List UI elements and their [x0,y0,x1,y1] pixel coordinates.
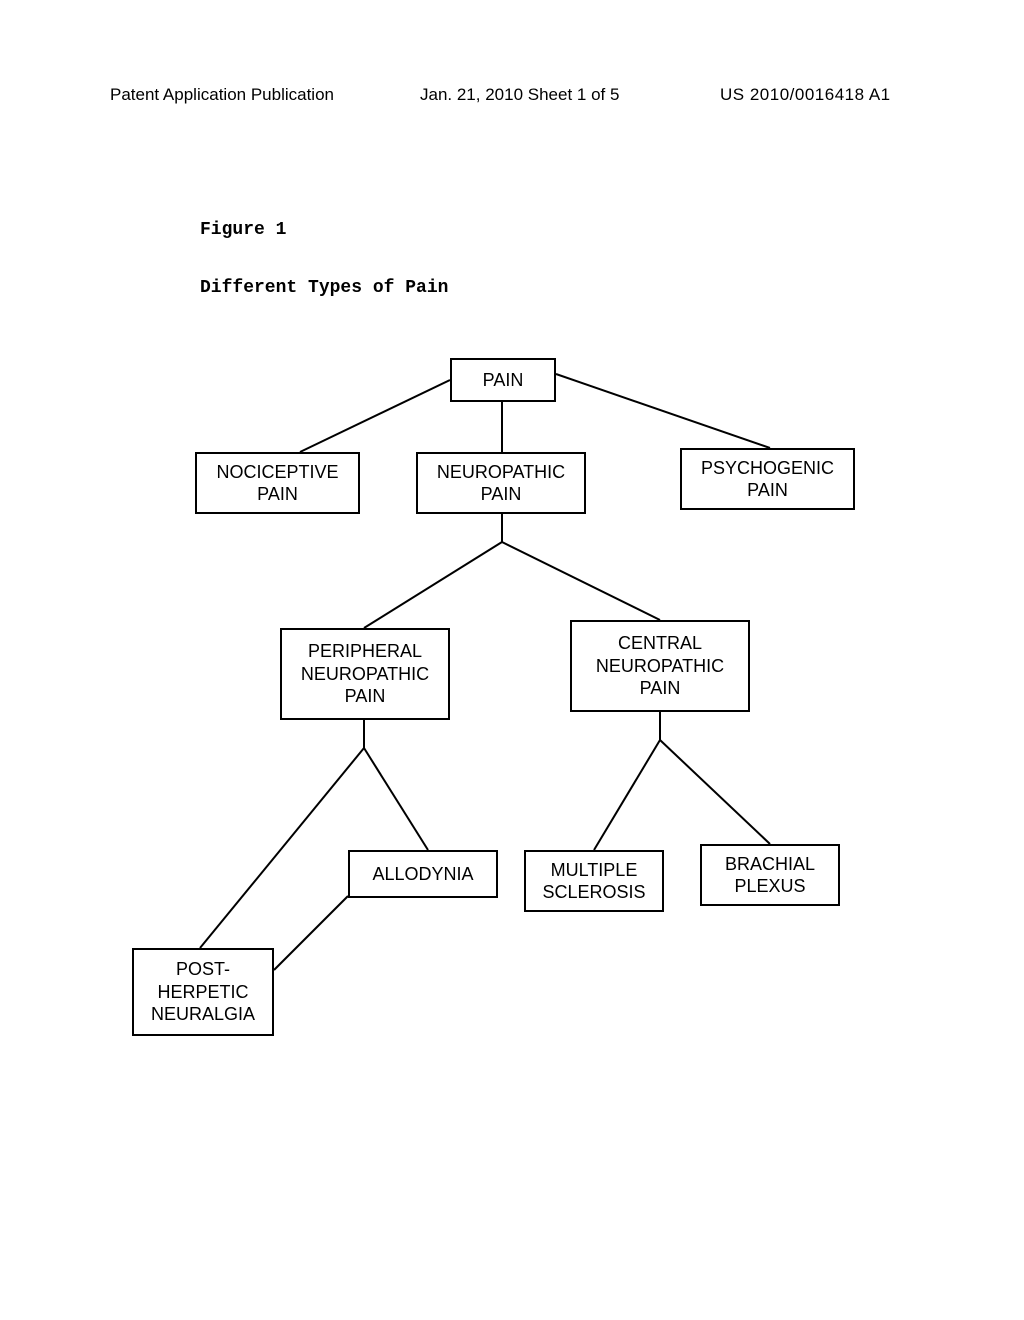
header-left: Patent Application Publication [110,85,334,105]
edge-j2-allodynia [364,748,428,850]
edge-j2-phn [200,748,364,948]
node-ms: MULTIPLESCLEROSIS [524,850,664,912]
edge-pain-nociceptive [300,380,450,452]
edge-pain-psychogenic [556,374,770,448]
node-pain: PAIN [450,358,556,402]
edge-j3-brachial [660,740,770,844]
node-nociceptive: NOCICEPTIVEPAIN [195,452,360,514]
node-brachial: BRACHIALPLEXUS [700,844,840,906]
figure-subtitle: Different Types of Pain [200,278,448,298]
diagram-edges [0,0,1024,1320]
page: Patent Application Publication Jan. 21, … [0,0,1024,1320]
header-date: Jan. 21, 2010 Sheet 1 of 5 [420,85,619,105]
node-central: CENTRALNEUROPATHICPAIN [570,620,750,712]
node-allodynia: ALLODYNIA [348,850,498,898]
edge-allodynia-phn [274,896,348,970]
edge-j1-central [502,542,660,620]
node-peripheral: PERIPHERALNEUROPATHICPAIN [280,628,450,720]
node-psychogenic: PSYCHOGENICPAIN [680,448,855,510]
figure-label: Figure 1 [200,220,286,240]
node-phn: POST-HERPETICNEURALGIA [132,948,274,1036]
node-neuropathic: NEUROPATHICPAIN [416,452,586,514]
header-right: US 2010/0016418 A1 [720,85,891,105]
edge-j3-ms [594,740,660,850]
edge-j1-peripheral [364,542,502,628]
